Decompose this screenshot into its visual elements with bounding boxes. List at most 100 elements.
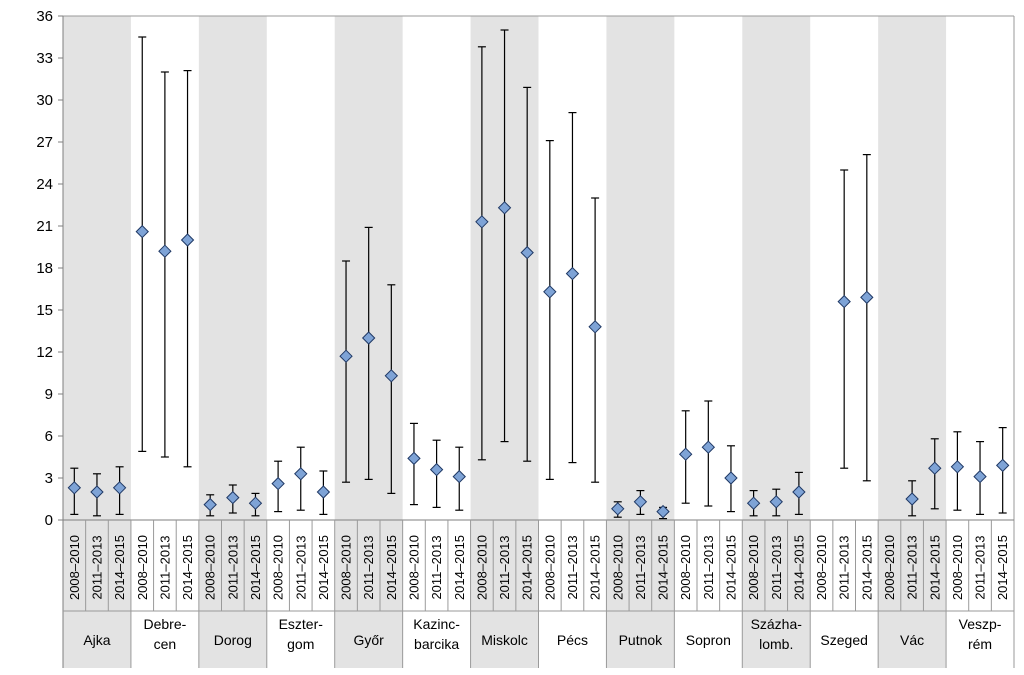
period-tick-label: 2014–2015 (927, 535, 942, 600)
group-label: Dorog (214, 632, 252, 648)
period-tick-label: 2014–2015 (588, 535, 603, 600)
period-tick-label: 2014–2015 (384, 535, 399, 600)
data-point-diamond (565, 266, 580, 281)
group-band (198, 16, 267, 668)
data-point-diamond (656, 504, 670, 519)
group-label: rém (968, 636, 992, 652)
period-tick-label: 2011–2013 (905, 535, 920, 599)
group-label: Eszter- (279, 616, 324, 632)
period-tick-label: 2011–2013 (225, 535, 240, 599)
period-tick-label: 2008–2010 (542, 535, 557, 600)
period-tick-label: 2014–2015 (316, 535, 331, 600)
period-tick-label: 2008–2010 (678, 535, 693, 600)
data-point-diamond (611, 502, 625, 516)
period-tick-label: 2014–2015 (520, 535, 535, 600)
period-tick-label: 2014–2015 (112, 535, 127, 600)
y-tick-label: 9 (45, 386, 53, 403)
data-point-diamond (203, 497, 217, 512)
group-label: Ajka (83, 632, 110, 648)
data-point-diamond (226, 490, 240, 505)
period-tick-label: 2008–2010 (339, 535, 354, 600)
period-tick-label: 2014–2015 (791, 535, 806, 600)
y-tick-label: 3 (45, 470, 53, 487)
data-point-diamond (294, 467, 308, 481)
data-point-diamond (724, 471, 738, 485)
period-tick-label: 2011–2013 (633, 535, 648, 599)
period-tick-label: 2014–2015 (180, 535, 195, 600)
y-tick-label: 18 (36, 260, 53, 277)
group-label: Kazinc- (413, 616, 460, 632)
data-point-diamond (339, 349, 353, 363)
period-tick-label: 2008–2010 (814, 535, 829, 600)
group-label: Szeged (820, 632, 867, 648)
period-tick-label: 2011–2013 (89, 535, 104, 599)
data-point-diamond (407, 451, 421, 466)
period-tick-label: 2008–2010 (67, 535, 82, 600)
y-tick-label: 6 (45, 428, 53, 445)
group-label: Miskolc (481, 632, 528, 648)
data-point-diamond (543, 285, 557, 299)
period-tick-label: 2008–2010 (135, 535, 150, 600)
period-tick-label: 2011–2013 (973, 535, 988, 599)
period-tick-label: 2008–2010 (882, 535, 897, 600)
period-tick-label: 2008–2010 (474, 535, 489, 600)
period-tick-label: 2008–2010 (746, 535, 761, 600)
data-point-diamond (701, 440, 716, 454)
data-point-diamond (112, 481, 127, 495)
data-point-diamond (180, 233, 195, 247)
group-label: Sopron (686, 632, 731, 648)
data-point-diamond (475, 215, 489, 229)
period-tick-label: 2014–2015 (452, 535, 467, 600)
y-tick-label: 27 (36, 134, 53, 151)
y-tick-label: 30 (36, 92, 53, 109)
data-point-diamond (588, 320, 602, 334)
period-tick-label: 2008–2010 (271, 535, 286, 600)
data-point-diamond (995, 458, 1010, 473)
group-band (606, 16, 675, 668)
period-tick-label: 2014–2015 (248, 535, 263, 600)
data-point-diamond (678, 447, 693, 461)
y-tick-label: 12 (36, 344, 53, 361)
period-tick-label: 2008–2010 (203, 535, 218, 600)
period-tick-label: 2008–2010 (950, 535, 965, 600)
period-tick-label: 2011–2013 (157, 535, 172, 599)
period-tick-label: 2008–2010 (406, 535, 421, 600)
y-tick-label: 33 (36, 50, 53, 67)
data-point-diamond (452, 469, 466, 484)
data-point-diamond (792, 485, 806, 499)
data-point-diamond (746, 496, 761, 510)
data-point-diamond (67, 481, 82, 495)
group-label: Debre- (143, 616, 186, 632)
group-label: Vác (900, 632, 924, 648)
data-point-diamond (905, 492, 919, 506)
group-label: Putnok (619, 632, 664, 648)
group-label: gom (287, 636, 314, 652)
group-label: lomb. (759, 636, 793, 652)
data-point-diamond (928, 461, 942, 475)
data-point-diamond (633, 495, 648, 509)
period-tick-label: 2011–2013 (361, 535, 376, 599)
data-point-diamond (90, 485, 104, 499)
group-label: barcika (414, 636, 459, 652)
group-label: Pécs (557, 632, 588, 648)
group-label: Százha- (751, 616, 803, 632)
data-point-diamond (520, 245, 534, 260)
period-tick-label: 2011–2013 (837, 535, 852, 599)
period-tick-label: 2014–2015 (656, 535, 671, 600)
period-tick-label: 2011–2013 (769, 535, 784, 599)
group-label: Veszp- (959, 616, 1002, 632)
x-axis: 2008–2010 2011–2013 2014–2015 Ajka 2008–2010… (67, 520, 1010, 668)
data-point-diamond (769, 495, 783, 509)
data-point-diamond (837, 294, 851, 309)
data-point-diamond (316, 485, 331, 499)
data-point-diamond (135, 224, 149, 239)
data-point-diamond (497, 201, 512, 215)
period-tick-label: 2014–2015 (723, 535, 738, 600)
group-label: Győr (354, 632, 385, 648)
group-label: cen (154, 636, 177, 652)
period-tick-label: 2011–2013 (565, 535, 580, 599)
data-point-diamond (860, 290, 874, 305)
